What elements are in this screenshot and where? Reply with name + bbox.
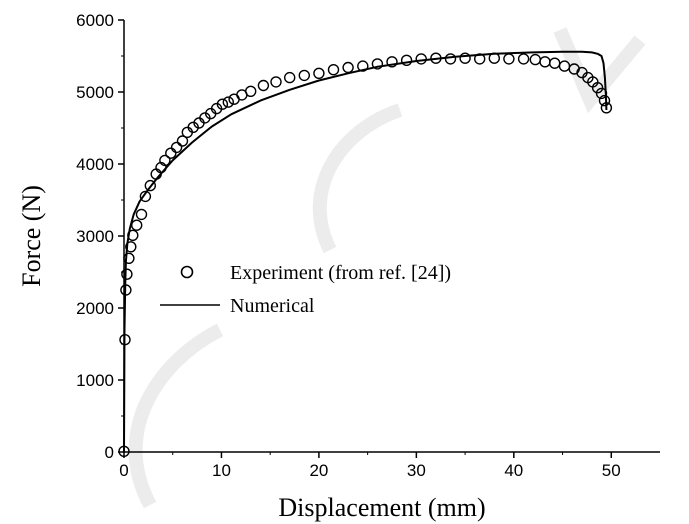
experiment-point [595, 87, 608, 100]
experiment-point [444, 53, 457, 65]
experiment-point [529, 53, 541, 66]
numerical-series [123, 50, 608, 453]
experiment-point [371, 58, 384, 70]
experiment-point [600, 102, 613, 114]
experiment-point [121, 268, 133, 280]
experiment-point [357, 60, 369, 72]
watermark-stroke [312, 103, 403, 254]
experiment-point [270, 76, 282, 88]
watermark-stroke [128, 323, 224, 509]
experiment-point [474, 53, 486, 65]
experiment-point [144, 179, 157, 192]
experiment-point [503, 53, 515, 65]
x-axis-title: Displacement (mm) [278, 493, 485, 522]
experiment-point [119, 334, 131, 346]
experiment-point [488, 52, 500, 64]
experiment-point [165, 147, 177, 159]
y-ticks: 0 1000 2000 3000 4000 5000 6000 [76, 11, 124, 462]
experiment-point [139, 190, 152, 203]
experiment-point [127, 229, 139, 242]
legend: Experiment (from ref. [24]) Numerical [160, 262, 451, 317]
y-axis-title: Force (N) [17, 185, 46, 287]
experiment-point [415, 53, 427, 65]
legend-label-experiment: Experiment (from ref. [24]) [230, 262, 451, 284]
experiment-point [284, 71, 296, 84]
x-tick-label: 30 [407, 461, 426, 480]
experiment-point [386, 56, 398, 68]
experiment-series [118, 52, 613, 457]
experiment-point [400, 54, 413, 66]
experiment-point [539, 56, 551, 68]
y-tick-label: 3000 [76, 227, 114, 246]
experiment-point [170, 141, 183, 154]
experiment-point [313, 67, 325, 80]
y-tick-label: 1000 [76, 371, 114, 390]
x-tick-label: 40 [504, 461, 523, 480]
watermark-stroke [553, 27, 646, 114]
x-tick-label: 0 [119, 461, 128, 480]
experiment-point [257, 79, 270, 92]
legend-marker-experiment [180, 265, 194, 279]
x-tick-label: 20 [309, 461, 328, 480]
legend-label-numerical: Numerical [230, 295, 315, 317]
experiment-point [176, 135, 189, 147]
experiment-point [517, 53, 530, 65]
experiment-point [118, 445, 130, 457]
experiment-point [130, 219, 143, 231]
numerical-line [123, 50, 608, 453]
experiment-point [216, 98, 229, 110]
y-tick-label: 4000 [76, 155, 114, 174]
experiment-point [591, 81, 604, 94]
x-tick-label: 50 [602, 461, 621, 480]
experiment-point [598, 94, 611, 107]
y-tick-label: 0 [105, 443, 114, 462]
experiment-point [549, 57, 561, 69]
experiment-point [135, 208, 148, 221]
experiment-point [120, 284, 132, 296]
experiment-point [342, 61, 354, 74]
y-tick-label: 2000 [76, 299, 114, 318]
y-tick-label: 6000 [76, 11, 114, 30]
experiment-point [159, 154, 171, 167]
experiment-point [430, 52, 442, 64]
x-tick-label: 10 [212, 461, 231, 480]
experiment-point [298, 69, 310, 82]
experiment-point [244, 85, 257, 98]
experiment-point [327, 63, 340, 76]
experiment-point [123, 252, 135, 264]
experiment-point [459, 52, 471, 64]
experiment-point [125, 241, 137, 253]
y-tick-label: 5000 [76, 83, 114, 102]
experiment-point [222, 96, 235, 108]
watermark [128, 27, 646, 509]
x-ticks: 0 10 20 30 40 50 [119, 452, 621, 480]
